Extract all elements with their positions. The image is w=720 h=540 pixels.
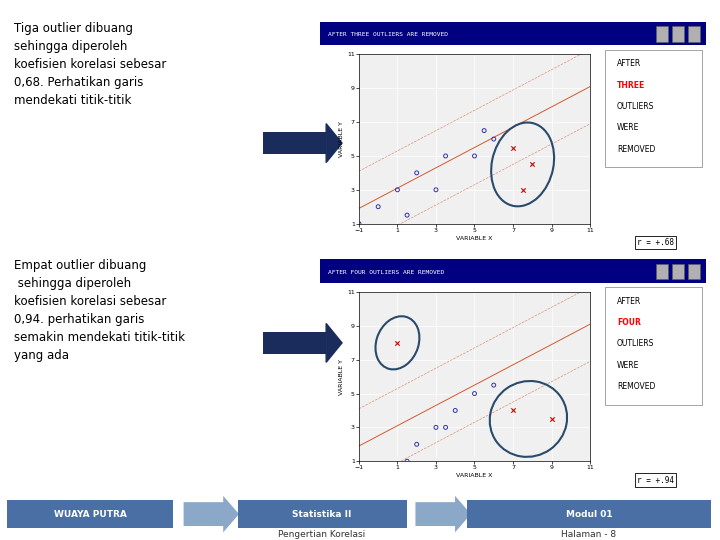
- Point: [488, 381, 500, 389]
- Text: WERE: WERE: [617, 361, 639, 370]
- Point: [469, 389, 480, 398]
- X-axis label: VARIABLE X: VARIABLE X: [456, 473, 492, 478]
- Point: [431, 185, 442, 194]
- Point: [372, 202, 384, 211]
- Point: [517, 185, 528, 194]
- Point: [478, 126, 490, 135]
- FancyBboxPatch shape: [263, 132, 326, 154]
- Text: OUTLIERS: OUTLIERS: [617, 340, 654, 348]
- FancyBboxPatch shape: [688, 264, 701, 279]
- Text: FOUR: FOUR: [617, 318, 641, 327]
- FancyBboxPatch shape: [606, 50, 702, 167]
- FancyBboxPatch shape: [672, 264, 684, 279]
- Point: [431, 423, 442, 431]
- Point: [449, 406, 461, 415]
- Point: [401, 211, 413, 219]
- FancyBboxPatch shape: [606, 287, 702, 405]
- Text: OUTLIERS: OUTLIERS: [617, 102, 654, 111]
- FancyBboxPatch shape: [320, 22, 706, 45]
- Text: r = +.68: r = +.68: [637, 238, 674, 247]
- Text: AFTER: AFTER: [617, 297, 642, 306]
- Point: [411, 168, 423, 177]
- FancyBboxPatch shape: [7, 500, 173, 528]
- Y-axis label: VARIABLE Y: VARIABLE Y: [339, 121, 344, 157]
- FancyBboxPatch shape: [672, 26, 684, 42]
- Text: Tiga outlier dibuang
sehingga diperoleh
koefisien korelasi sebesar
0,68. Perhati: Tiga outlier dibuang sehingga diperoleh …: [14, 22, 167, 106]
- Text: Modul 01: Modul 01: [566, 510, 612, 518]
- Y-axis label: VARIABLE Y: VARIABLE Y: [339, 359, 344, 395]
- Text: Statistika II: Statistika II: [292, 510, 351, 518]
- X-axis label: VARIABLE X: VARIABLE X: [456, 235, 492, 240]
- Point: [507, 143, 518, 152]
- Text: WERE: WERE: [617, 123, 639, 132]
- Point: [526, 160, 538, 168]
- Text: r = +.94: r = +.94: [637, 476, 674, 484]
- FancyArrow shape: [415, 496, 471, 532]
- Text: AFTER: AFTER: [617, 59, 642, 68]
- Text: REMOVED: REMOVED: [617, 382, 655, 391]
- FancyBboxPatch shape: [467, 500, 711, 528]
- FancyBboxPatch shape: [320, 259, 706, 283]
- Point: [469, 152, 480, 160]
- Text: THREE: THREE: [617, 80, 645, 90]
- Point: [372, 465, 384, 474]
- Text: Empat outlier dibuang
 sehingga diperoleh
koefisien korelasi sebesar
0,94. perha: Empat outlier dibuang sehingga diperoleh…: [14, 259, 186, 362]
- Text: WUAYA PUTRA: WUAYA PUTRA: [53, 510, 127, 518]
- Point: [401, 457, 413, 465]
- Point: [488, 134, 500, 143]
- FancyBboxPatch shape: [688, 26, 701, 42]
- Point: [507, 406, 518, 415]
- FancyArrow shape: [184, 496, 239, 532]
- Point: [392, 339, 403, 347]
- Point: [354, 219, 365, 228]
- Point: [392, 185, 403, 194]
- Text: Halaman - 8: Halaman - 8: [562, 530, 616, 539]
- Text: Pengertian Korelasi: Pengertian Korelasi: [278, 530, 366, 539]
- Polygon shape: [326, 323, 342, 362]
- Point: [440, 423, 451, 431]
- Point: [440, 152, 451, 160]
- Point: [411, 440, 423, 449]
- FancyBboxPatch shape: [655, 264, 668, 279]
- Text: AFTER THREE OUTLIERS ARE REMOVED: AFTER THREE OUTLIERS ARE REMOVED: [328, 32, 448, 37]
- Text: REMOVED: REMOVED: [617, 145, 655, 153]
- FancyBboxPatch shape: [655, 26, 668, 42]
- Point: [546, 415, 557, 423]
- FancyBboxPatch shape: [263, 332, 326, 354]
- Polygon shape: [326, 124, 342, 163]
- FancyBboxPatch shape: [238, 500, 407, 528]
- Text: AFTER FOUR OUTLIERS ARE REMOVED: AFTER FOUR OUTLIERS ARE REMOVED: [328, 269, 444, 275]
